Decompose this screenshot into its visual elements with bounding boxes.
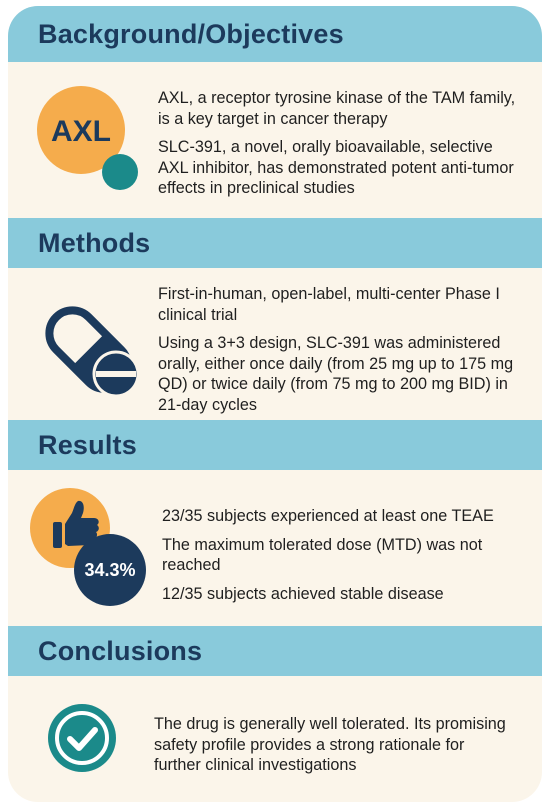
axl-badge-label: AXL: [51, 115, 111, 148]
results-percent-label: 34.3%: [84, 560, 135, 580]
methods-paragraph: Using a 3+3 design, SLC-391 was administ…: [158, 334, 514, 414]
section-header-methods: Methods: [8, 218, 542, 268]
results-paragraph: 23/35 subjects experienced at least one …: [162, 507, 494, 525]
conclusions-paragraph: The drug is generally well tolerated. It…: [154, 715, 506, 774]
methods-paragraph: First-in-human, open-label, multi-center…: [158, 285, 500, 324]
results-paragraph: The maximum tolerated dose (MTD) was not…: [162, 535, 483, 575]
background-paragraph: SLC-391, a novel, orally bioavailable, s…: [158, 138, 514, 197]
section-header-background: Background/Objectives: [8, 6, 542, 62]
infographic-card: Background/Objectives AXL AXL, a recepto…: [8, 6, 542, 802]
background-paragraph: AXL, a receptor tyrosine kinase of the T…: [158, 89, 516, 128]
section-title-results: Results: [38, 429, 137, 460]
section-body-results: 34.3% 23/35 subjects experienced at leas…: [8, 470, 542, 626]
section-body-background: AXL AXL, a receptor tyrosine kinase of t…: [8, 62, 542, 218]
results-paragraph: 12/35 subjects achieved stable disease: [162, 584, 444, 603]
section-title-background: Background/Objectives: [38, 18, 344, 49]
section-header-results: Results: [8, 420, 542, 470]
section-title-conclusions: Conclusions: [38, 635, 203, 666]
pill-capsule-icon: [45, 306, 140, 398]
conclusions-text: The drug is generally well tolerated. It…: [154, 714, 514, 784]
results-text: 23/35 subjects experienced at least one …: [162, 506, 524, 612]
thumbs-up-icon: 34.3%: [30, 488, 146, 606]
section-body-conclusions: The drug is generally well tolerated. It…: [8, 676, 542, 802]
check-circle-icon: [48, 704, 116, 772]
methods-text: First-in-human, open-label, multi-center…: [158, 284, 524, 423]
section-body-methods: First-in-human, open-label, multi-center…: [8, 268, 542, 420]
axl-badge-icon: AXL: [37, 86, 138, 190]
background-text: AXL, a receptor tyrosine kinase of the T…: [158, 88, 520, 207]
section-title-methods: Methods: [38, 227, 151, 258]
section-header-conclusions: Conclusions: [8, 626, 542, 676]
